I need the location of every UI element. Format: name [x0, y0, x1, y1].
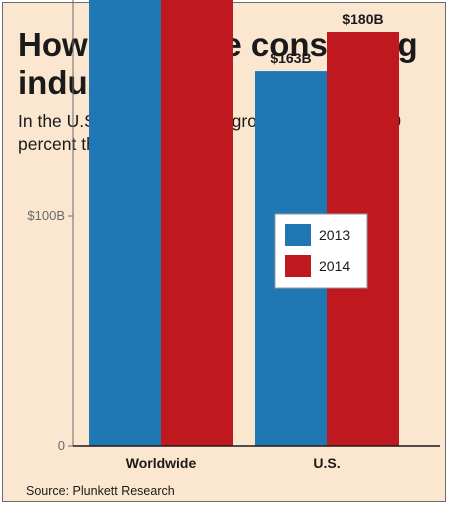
x-category-label: Worldwide: [126, 455, 197, 471]
bar-2014-0: [161, 0, 233, 446]
x-category-label: U.S.: [313, 455, 340, 471]
bar-data-label: $180B: [342, 11, 383, 27]
bar-data-label: $163B: [270, 50, 311, 66]
y-tick-label: 0: [58, 438, 65, 453]
source-note: Source: Plunkett Research: [26, 484, 175, 498]
legend-swatch-2014: [285, 255, 311, 277]
legend-label: 2014: [319, 258, 350, 274]
y-tick-label: $100B: [27, 208, 65, 223]
bar-2013-0: [89, 0, 161, 446]
legend-swatch-2013: [285, 224, 311, 246]
legend-label: 2013: [319, 227, 350, 243]
